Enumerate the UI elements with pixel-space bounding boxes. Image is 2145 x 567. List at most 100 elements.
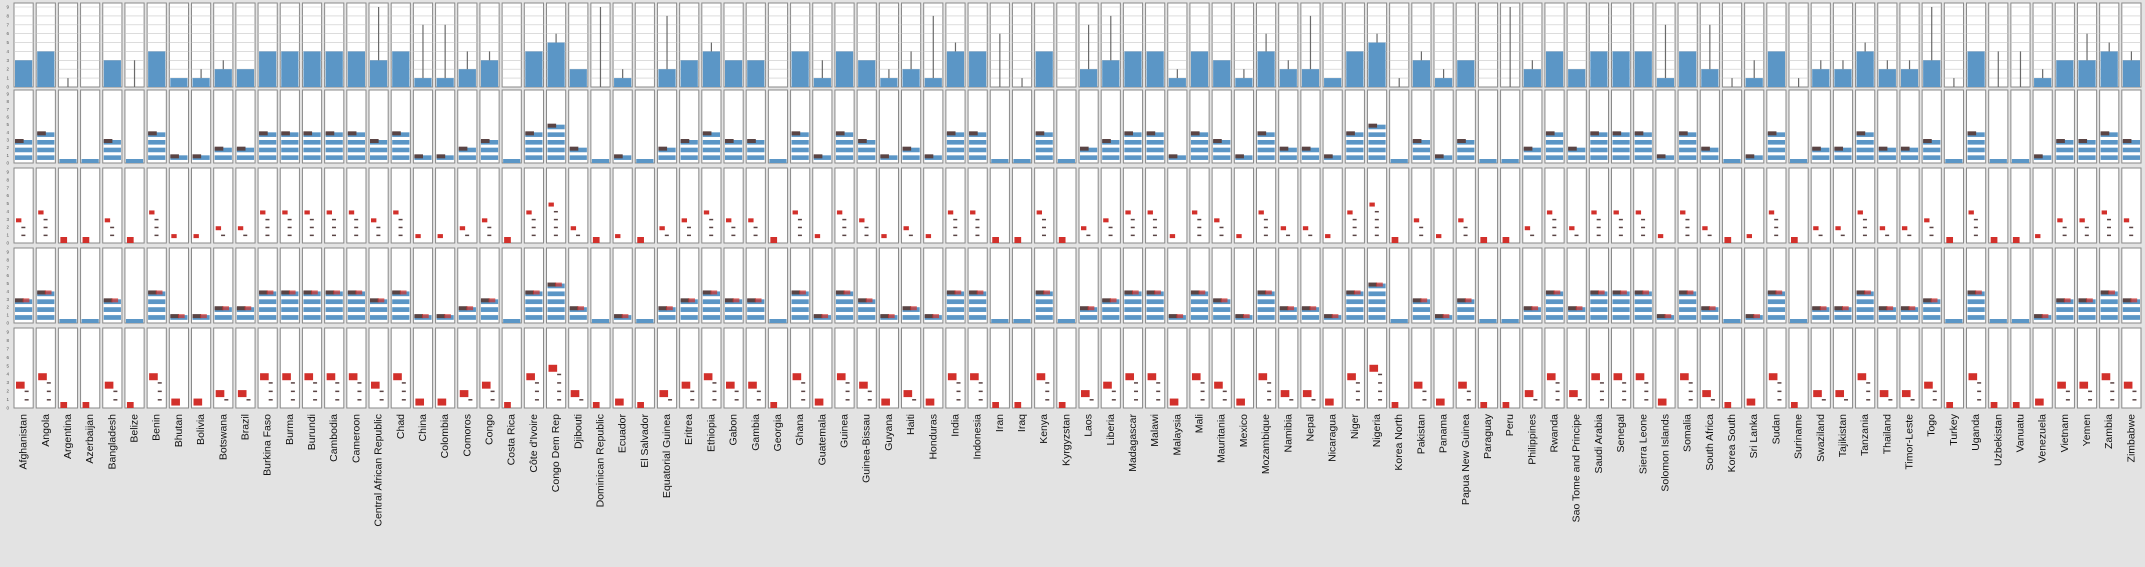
value-marker [1657,234,1664,239]
base-segment [1390,319,1408,323]
country-label: Suriname [1793,414,1805,459]
stack-segment [281,155,299,160]
panel-row-5 [1788,327,1809,409]
mean-marker [1545,131,1555,136]
panel-row-2 [967,89,988,164]
mean-marker [1346,131,1355,136]
tick-marker [265,234,270,237]
country-label: Sudan [1770,414,1782,445]
highlight-marker [1176,314,1184,319]
tick-marker [956,399,961,401]
stack-segment [1035,140,1053,145]
panel-row-2 [1611,89,1632,164]
y-tick-label: 6 [6,273,9,278]
country-label: Tanzania [1859,414,1871,456]
stack-segment [1213,155,1231,160]
mean-marker [1368,282,1378,287]
panel-row-2 [856,89,877,164]
value-marker [1169,398,1179,406]
bar [1856,51,1874,87]
value-marker [1591,373,1600,381]
mean-marker [148,131,157,136]
panel-row-2 [1566,89,1587,164]
panel-row-5 [435,327,456,409]
y-tick-label: 4 [6,209,9,214]
y-tick-label: 8 [6,177,9,182]
panel-row-4 [523,247,544,324]
value-marker [1103,381,1112,389]
mean-marker [547,282,557,287]
panel-row-3 [1855,167,1876,244]
stack-segment [1257,307,1275,312]
panel-row-3 [1766,167,1787,244]
base-segment [636,319,654,323]
base-segment [1723,319,1741,323]
panel-row-3 [1078,167,1099,244]
country-label: Angola [40,414,52,447]
panel-row-4 [1034,247,1055,324]
bar [969,51,987,87]
tick-marker [842,226,847,229]
tick-marker [354,226,359,229]
panel-row-3 [346,167,367,244]
stack-segment [325,155,343,160]
tick-marker [1152,218,1157,221]
base-segment [1013,159,1031,163]
tick-marker [157,399,162,401]
panel-row-3 [1034,167,1055,244]
stack-segment [1590,147,1608,153]
panel-row-3 [368,167,389,244]
tick-marker [331,226,336,229]
value-marker [1347,373,1356,381]
country-label: Sri Lanka [1748,414,1760,459]
zero-marker [592,237,600,243]
value-marker [570,226,577,231]
highlight-marker [843,290,851,295]
bar [1301,69,1320,87]
stack-segment [547,299,565,305]
mean-marker [2100,131,2110,136]
panel-row-4 [967,247,988,324]
panel-row-5 [878,327,899,409]
tick-marker [2088,390,2093,393]
tick-marker [357,390,362,393]
country-label: Cambodia [328,414,340,462]
stack-segment [259,299,277,305]
tick-marker [1555,399,1560,401]
tick-marker [1641,218,1646,221]
stack-segment [1967,155,1985,160]
tick-marker [2110,399,2115,401]
tick-marker [864,226,869,229]
value-marker [526,210,532,215]
stack-segment [835,155,854,160]
bar [1035,51,1053,87]
y-tick-label: 8 [6,99,9,104]
value-marker [104,381,114,389]
tick-marker [113,399,118,401]
mean-marker [1923,139,1932,143]
stack-segment [392,155,410,160]
value-marker [415,398,425,406]
highlight-marker [177,314,185,319]
tick-marker [487,234,492,237]
tick-marker [753,226,758,229]
stack-segment [1346,307,1364,312]
tick-marker [335,382,340,384]
country-label: El Salvador [639,414,651,468]
highlight-marker [200,314,207,319]
bar [414,78,432,87]
panel-row-5 [1344,327,1365,409]
panel-row-3 [1899,167,1920,244]
tick-marker [468,399,473,401]
tick-marker [731,234,736,237]
stack-segment [1102,147,1120,153]
stack-segment [1612,307,1630,312]
highlight-marker [1220,298,1228,303]
value-marker [1746,234,1752,239]
bar [281,51,299,87]
bar [259,51,277,87]
tick-marker [845,399,850,401]
tick-marker [1263,234,1268,237]
panel-row-1 [767,2,789,88]
